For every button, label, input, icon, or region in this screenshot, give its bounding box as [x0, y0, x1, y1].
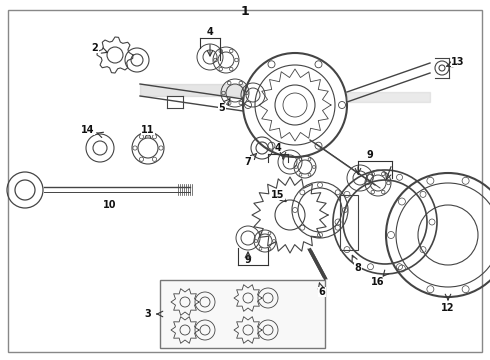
- Bar: [160, 280, 325, 348]
- Text: 7: 7: [245, 157, 251, 167]
- Text: 8: 8: [355, 263, 362, 273]
- Text: 4: 4: [207, 27, 213, 37]
- Text: 1: 1: [241, 5, 249, 18]
- Text: 11: 11: [141, 125, 155, 135]
- Text: 16: 16: [371, 277, 385, 287]
- Bar: [340, 195, 358, 250]
- Text: 9: 9: [367, 150, 373, 160]
- Text: 13: 13: [451, 57, 465, 67]
- Text: 15: 15: [271, 190, 285, 200]
- Text: 2: 2: [92, 43, 98, 53]
- Text: 5: 5: [219, 103, 225, 113]
- Text: 6: 6: [318, 287, 325, 297]
- Text: 12: 12: [441, 303, 455, 313]
- Text: 4: 4: [274, 143, 281, 153]
- Text: 10: 10: [103, 200, 117, 210]
- Text: 14: 14: [81, 125, 95, 135]
- Text: 9: 9: [245, 255, 251, 265]
- Text: 3: 3: [145, 309, 151, 319]
